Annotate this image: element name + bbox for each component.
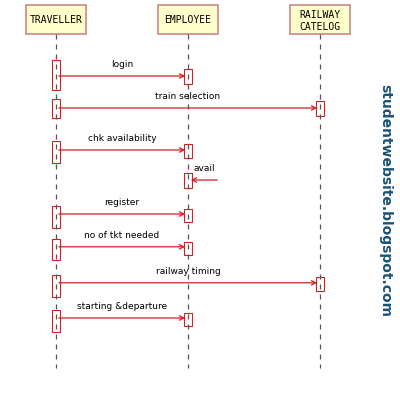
Text: CATELOG: CATELOG — [300, 22, 340, 32]
Text: avail: avail — [193, 164, 215, 173]
Bar — [158, 5, 218, 34]
Bar — [52, 239, 60, 260]
Text: register: register — [104, 198, 140, 207]
Bar — [184, 173, 192, 188]
Text: no of tkt needed: no of tkt needed — [84, 231, 160, 240]
Bar — [184, 209, 192, 222]
Text: chk availability: chk availability — [88, 134, 156, 143]
Text: starting &departure: starting &departure — [77, 302, 167, 311]
Text: train selection: train selection — [156, 92, 220, 101]
Text: login: login — [111, 60, 133, 69]
Text: TRAVELLER: TRAVELLER — [30, 14, 82, 24]
Bar — [184, 242, 192, 255]
Bar — [52, 206, 60, 228]
Bar — [184, 313, 192, 326]
Text: railway timing: railway timing — [156, 267, 220, 276]
Text: studentwebsite.blogspot.com: studentwebsite.blogspot.com — [378, 84, 392, 316]
Bar — [290, 5, 350, 34]
Bar — [52, 310, 60, 332]
Text: EMPLOYEE: EMPLOYEE — [164, 14, 212, 24]
Bar — [52, 275, 60, 297]
Bar — [316, 277, 324, 291]
Bar — [184, 69, 192, 84]
Bar — [52, 99, 60, 118]
Bar — [52, 141, 60, 163]
Bar — [316, 101, 324, 116]
Bar — [184, 144, 192, 158]
Text: RAILWAY: RAILWAY — [300, 10, 340, 20]
Bar — [26, 5, 86, 34]
Bar — [52, 60, 60, 90]
